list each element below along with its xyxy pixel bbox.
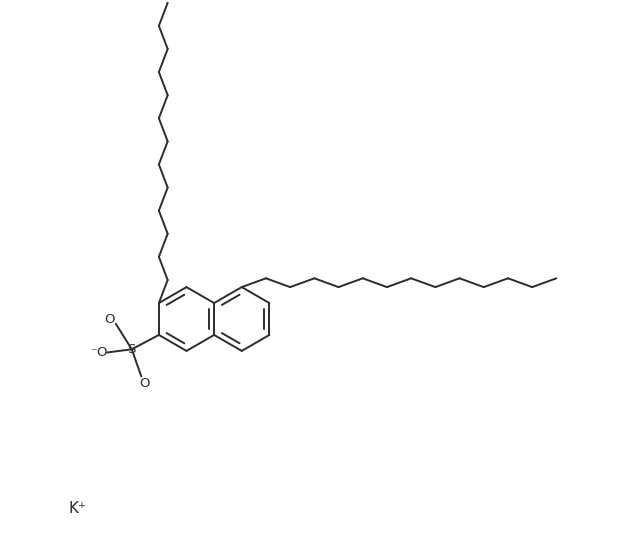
Text: K⁺: K⁺ xyxy=(68,501,86,516)
Text: ⁻O: ⁻O xyxy=(90,346,108,359)
Text: S: S xyxy=(127,343,136,356)
Text: O: O xyxy=(104,313,115,326)
Text: O: O xyxy=(139,377,149,389)
